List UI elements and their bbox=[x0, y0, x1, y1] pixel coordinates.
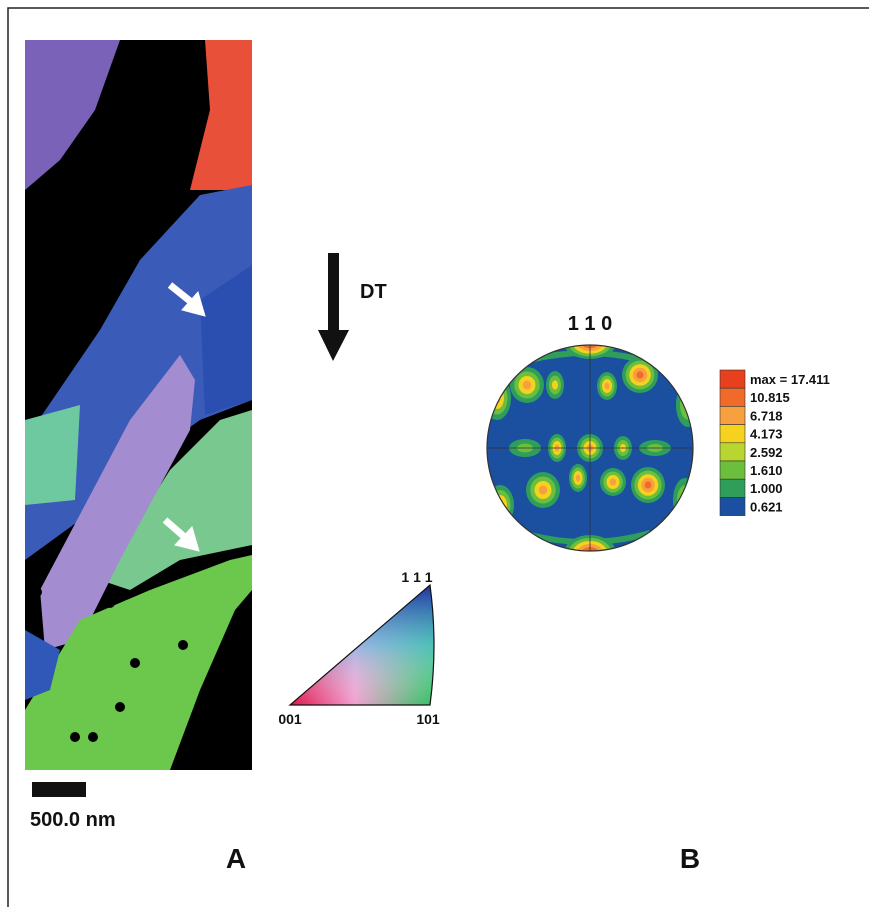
pole-label: 1 1 0 bbox=[568, 313, 612, 335]
legend-label: 4.173 bbox=[750, 427, 783, 442]
direction-arrow bbox=[318, 253, 349, 361]
texture-contour bbox=[605, 383, 610, 390]
texture-contour bbox=[645, 481, 652, 488]
legend-swatch bbox=[720, 443, 745, 461]
legend-label: 10.815 bbox=[750, 390, 790, 405]
texture-contour bbox=[673, 478, 697, 522]
legend-swatch bbox=[720, 479, 745, 497]
texture-contour bbox=[490, 490, 511, 520]
ipf-triangle bbox=[290, 585, 434, 705]
triangle-label: 1 1 1 bbox=[401, 569, 432, 585]
texture-contour bbox=[552, 380, 558, 389]
panel-label: A bbox=[226, 843, 246, 874]
texture-contour bbox=[487, 382, 508, 415]
scale-bar bbox=[32, 782, 86, 797]
legend-label: 2.592 bbox=[750, 445, 783, 460]
texture-contour bbox=[490, 387, 504, 409]
legend-label: 1.000 bbox=[750, 481, 783, 496]
panel-label: B bbox=[680, 843, 700, 874]
pole-figure bbox=[483, 327, 700, 571]
texture-contour bbox=[636, 371, 643, 378]
legend: max = 17.411 10.815 6.718 4.173 2.592 1.610 1.… bbox=[720, 370, 830, 516]
direction-label: DT bbox=[360, 281, 387, 303]
texture-contour bbox=[576, 475, 581, 482]
texture-contour bbox=[676, 383, 700, 427]
legend-label: 6.718 bbox=[750, 408, 783, 423]
legend-label: 1.610 bbox=[750, 463, 783, 478]
legend-swatch bbox=[720, 370, 745, 388]
legend-swatch bbox=[720, 425, 745, 443]
grain bbox=[25, 405, 80, 505]
texture-contour bbox=[610, 479, 617, 486]
legend-label: 0.621 bbox=[750, 499, 783, 514]
texture-contour bbox=[539, 486, 548, 495]
legend-swatch bbox=[720, 388, 745, 406]
triangle-label: 101 bbox=[416, 711, 440, 727]
scale-label: 500.0 nm bbox=[30, 809, 116, 831]
legend-label: max = 17.411 bbox=[750, 372, 830, 387]
orientation-map bbox=[25, 40, 252, 770]
legend-swatch bbox=[720, 461, 745, 479]
legend-swatch bbox=[720, 406, 745, 424]
legend-swatch bbox=[720, 497, 745, 515]
texture-contour bbox=[523, 381, 532, 390]
triangle-label: 001 bbox=[278, 711, 302, 727]
figure: 500.0 nm A B DT 1 1 1 001 101 1 1 0 max … bbox=[0, 0, 869, 907]
